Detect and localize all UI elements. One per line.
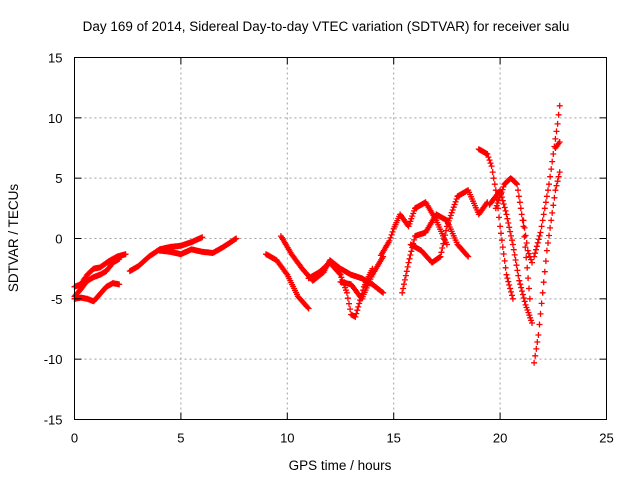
data-point-markers [520,217,535,266]
series-arc-19 [552,139,563,151]
series-arc-5 [156,235,240,258]
data-point-markers [531,169,563,366]
grid [74,57,607,420]
x-tick-label: 15 [386,431,400,446]
data-point-markers [263,251,312,312]
y-tick-label: -15 [44,413,63,428]
y-tick-label: 0 [55,232,62,247]
y-tick-label: 15 [48,51,62,66]
data-point-markers [71,256,123,300]
x-tick-label: 10 [280,431,294,446]
x-tick-label: 5 [177,431,184,446]
series-arc-10 [377,199,450,259]
y-axis-label: SDTVAR / TECUs [6,184,21,293]
series-arc-6 [263,251,312,312]
data-marks [71,102,563,366]
series-arc-13 [475,146,516,302]
y-tick-label: 5 [55,171,62,186]
series-arc-16 [520,217,535,266]
data-point-markers [337,253,387,302]
y-tick-label: 10 [48,111,62,126]
y-tick-label: -10 [44,352,63,367]
series-arc-17 [531,169,563,366]
series-arc-11 [399,211,472,296]
series-arc-12 [407,187,491,266]
data-point-markers [399,211,472,296]
chart-title: Day 169 of 2014, Sidereal Day-to-day VTE… [83,19,570,34]
series-arc-2 [71,256,123,300]
series-arc-9 [337,253,387,302]
data-point-markers [552,139,563,151]
x-tick-label: 20 [493,431,507,446]
axis-ticks: 0 5 10 15 20 25 -15 -10 -5 0 5 10 15 [44,51,614,446]
data-point-markers [156,235,240,258]
x-tick-label: 25 [599,431,613,446]
x-axis-label: GPS time / hours [289,458,392,473]
x-tick-label: 0 [71,431,78,446]
data-point-markers [377,199,450,259]
data-point-markers [475,146,516,302]
data-point-markers [407,187,491,266]
y-tick-label: -5 [51,292,63,307]
